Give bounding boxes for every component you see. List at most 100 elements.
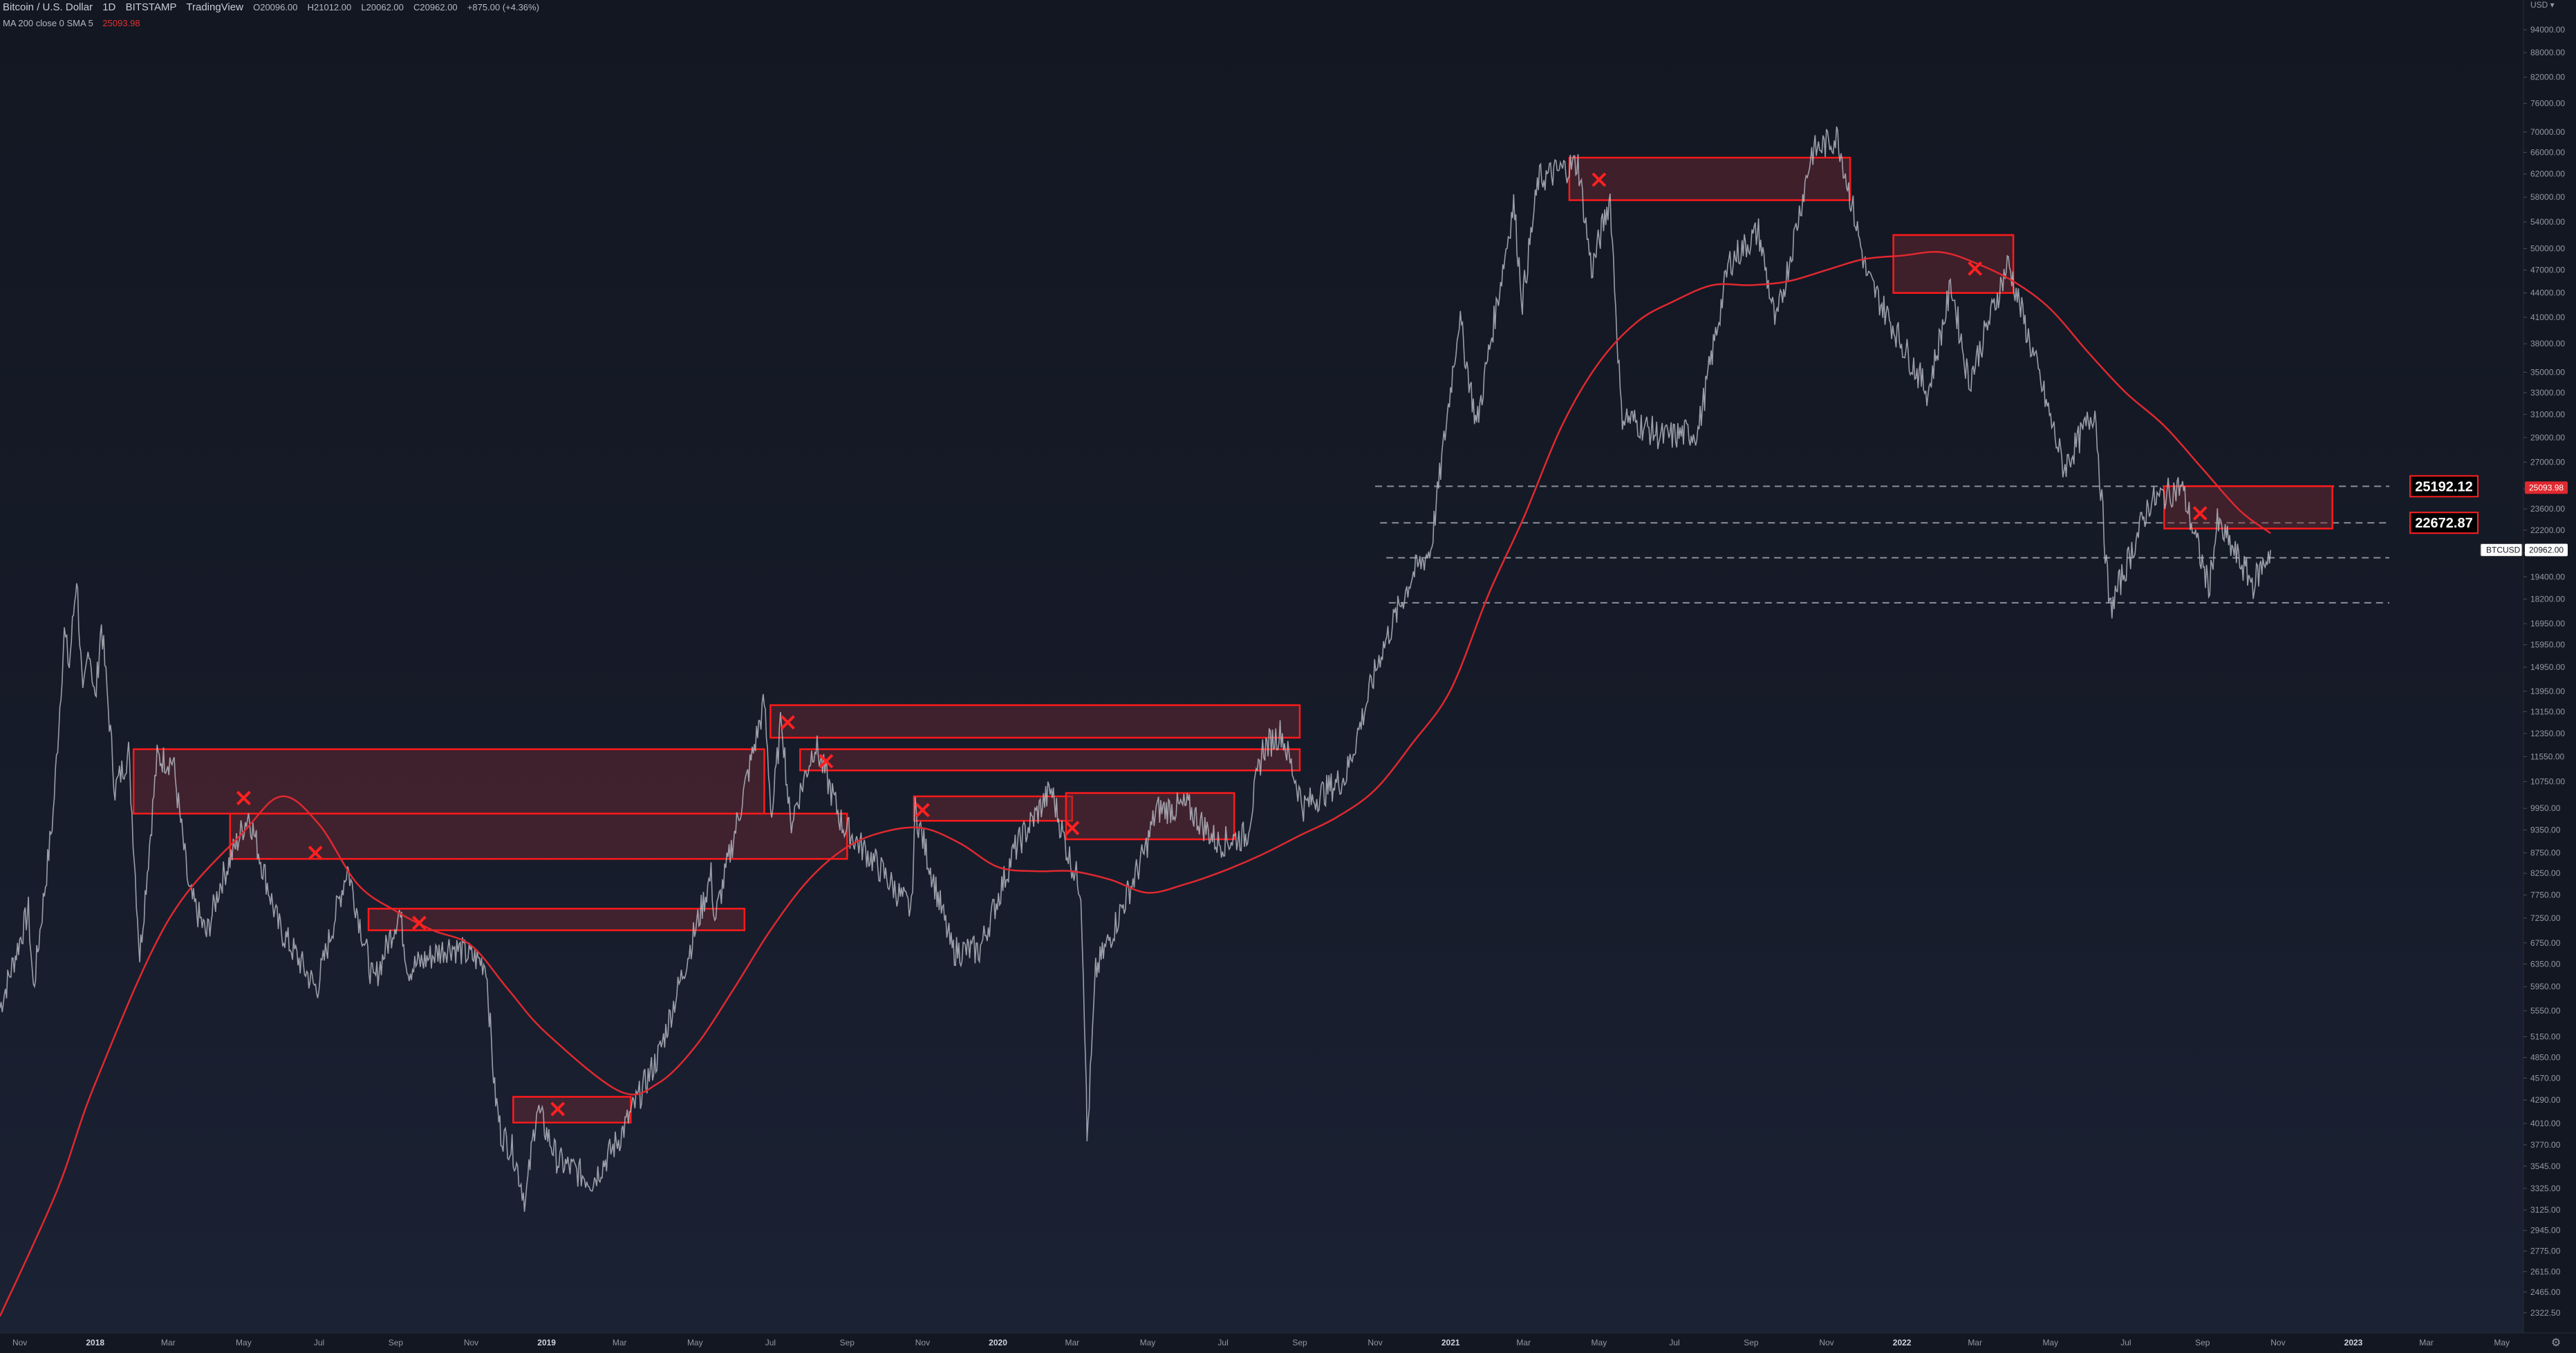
time-tick-label: Sep — [840, 1338, 855, 1347]
symbol-tag-bg — [2480, 543, 2523, 557]
rejection-marker — [308, 846, 323, 861]
price-tick-label: 4010.00 — [2530, 1119, 2561, 1128]
price-tick-label: 2775.00 — [2530, 1247, 2561, 1256]
rejection-marker — [1592, 172, 1607, 187]
price-tick-label: 27000.00 — [2530, 458, 2565, 467]
ma-price-tag: 25093.98 — [2525, 481, 2568, 494]
price-tick-label: 6750.00 — [2530, 938, 2561, 948]
marker-stroke — [1592, 172, 1607, 187]
price-tick-label: 76000.00 — [2530, 99, 2565, 109]
price-tick-label: 3770.00 — [2530, 1140, 2561, 1150]
price-tick-label: 8250.00 — [2530, 868, 2561, 878]
marker-stroke — [411, 915, 427, 931]
marker-stroke — [550, 1101, 566, 1117]
marker-stroke — [819, 754, 834, 769]
price-tick-label: 12350.00 — [2530, 729, 2565, 738]
supply-zone — [1568, 156, 1851, 201]
time-tick-label: 2018 — [86, 1338, 104, 1347]
time-tick-label: Mar — [2419, 1338, 2434, 1347]
marker-stroke — [1968, 261, 1983, 276]
price-tick-label: 5150.00 — [2530, 1032, 2561, 1041]
rejection-markers — [236, 172, 2208, 1117]
price-tick-label: 47000.00 — [2530, 265, 2565, 275]
time-tick-label: May — [2042, 1338, 2058, 1347]
settings-gear-icon[interactable]: ⚙ — [2551, 1336, 2561, 1349]
price-tick-label: 7250.00 — [2530, 913, 2561, 923]
series-lines — [0, 126, 2271, 1317]
supply-zone — [769, 704, 1301, 739]
ohlc-close: C20962.00 — [413, 2, 458, 12]
time-tick-label: Nov — [2270, 1338, 2285, 1347]
time-tick-label: 2020 — [989, 1338, 1007, 1347]
time-axis-bg — [0, 1333, 2576, 1353]
price-tick-label: 23600.00 — [2530, 504, 2565, 514]
rejection-marker — [236, 790, 251, 805]
marker-stroke — [1065, 821, 1080, 836]
price-tick-label: 70000.00 — [2530, 127, 2565, 137]
indicator-legend[interactable]: MA 200 close 0 SMA 5 25093.98 — [3, 18, 147, 28]
time-tick-label: Mar — [1968, 1338, 1982, 1347]
price-tick-label: 5550.00 — [2530, 1006, 2561, 1016]
price-tick-label: 3545.00 — [2530, 1161, 2561, 1171]
supply-zone — [367, 908, 746, 931]
supply-zone — [2163, 485, 2333, 530]
time-tick-label: May — [1140, 1338, 1156, 1347]
supply-zones — [132, 156, 2333, 1123]
price-tick-label: 54000.00 — [2530, 217, 2565, 227]
level-label-box — [2409, 475, 2479, 498]
price-tick-label: 4570.00 — [2530, 1073, 2561, 1083]
price-tick-label: 88000.00 — [2530, 48, 2565, 57]
supply-zone — [913, 795, 1074, 822]
price-series-line — [0, 126, 2271, 1212]
last-price-tag: BTCUSD 20962.00 — [2480, 543, 2568, 557]
price-tick-label: 8750.00 — [2530, 848, 2561, 858]
level-label: 22672.87 — [2409, 512, 2479, 534]
time-tick-label: Nov — [464, 1338, 478, 1347]
symbol-header: Bitcoin / U.S. Dollar 1D BITSTAMP Tradin… — [3, 1, 546, 13]
time-tick-label: May — [687, 1338, 703, 1347]
ohlc-change: +875.00 (+4.36%) — [467, 2, 539, 12]
supply-zone — [512, 1096, 632, 1123]
time-tick-label: Jul — [1669, 1338, 1679, 1347]
interval-label[interactable]: 1D — [102, 1, 116, 13]
time-tick-label: Nov — [1368, 1338, 1382, 1347]
price-tick-label: 13150.00 — [2530, 707, 2565, 716]
price-tick-label: 94000.00 — [2530, 25, 2565, 35]
time-tick-label: Jul — [314, 1338, 324, 1347]
rejection-marker — [1065, 821, 1080, 836]
marker-stroke — [781, 715, 795, 730]
currency-label: USD ▾ — [2530, 0, 2555, 10]
time-tick-label: Nov — [12, 1338, 27, 1347]
time-tick-label: 2019 — [537, 1338, 556, 1347]
indicator-label: MA 200 close 0 SMA 5 — [3, 18, 93, 28]
symbol-name[interactable]: Bitcoin / U.S. Dollar — [3, 1, 93, 13]
rejection-marker — [2192, 506, 2208, 521]
time-tick-label: Jul — [2120, 1338, 2131, 1347]
price-tick-label: 19400.00 — [2530, 572, 2565, 581]
price-tick-label: 41000.00 — [2530, 312, 2565, 322]
price-tick-label: 2615.00 — [2530, 1267, 2561, 1276]
time-tick-label: Nov — [915, 1338, 930, 1347]
time-tick-label: May — [2494, 1338, 2510, 1347]
price-tick-label: 22200.00 — [2530, 525, 2565, 535]
price-axis: 94000.00 88000.00 82000.00 76000.00 70000.00… — [2480, 0, 2576, 1353]
time-tick-label: May — [1592, 1338, 1607, 1347]
supply-zone — [132, 748, 765, 815]
price-tick-label: 15950.00 — [2530, 640, 2565, 650]
price-tick-label: 66000.00 — [2530, 147, 2565, 157]
price-tick-label: 2945.00 — [2530, 1226, 2561, 1235]
price-tick-label: 16950.00 — [2530, 619, 2565, 628]
time-axis: Nov 2018 Mar May Jul Sep Nov 2019 Mar May Jul Sep No… — [0, 1332, 2576, 1353]
level-label: 25192.12 — [2409, 475, 2479, 498]
time-tick-label: Mar — [613, 1338, 627, 1347]
price-tick-label: 35000.00 — [2530, 367, 2565, 377]
time-tick-label: Mar — [1516, 1338, 1531, 1347]
exchange-label: BITSTAMP — [125, 1, 177, 13]
rejection-marker — [781, 715, 795, 730]
price-tick-label: 4290.00 — [2530, 1095, 2561, 1105]
ohlc-open: O20096.00 — [253, 2, 298, 12]
price-tick-label: 6350.00 — [2530, 959, 2561, 969]
price-tick-label: 5950.00 — [2530, 982, 2561, 991]
